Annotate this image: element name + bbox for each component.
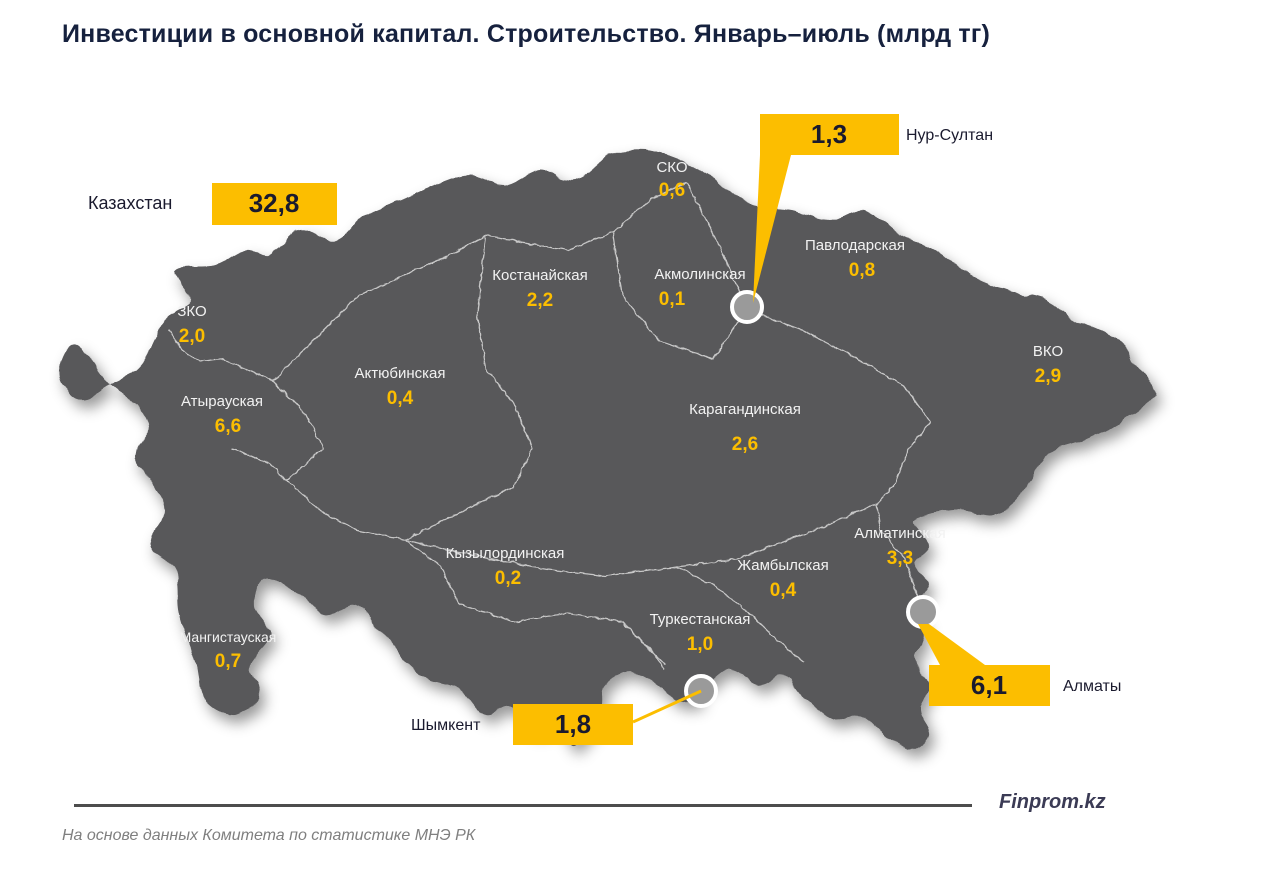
svg-text:2,0: 2,0 — [179, 326, 205, 347]
svg-text:Карагандинская: Карагандинская — [689, 401, 801, 418]
svg-text:ЗКО: ЗКО — [177, 303, 206, 320]
svg-text:0,4: 0,4 — [770, 580, 797, 601]
svg-text:32,8: 32,8 — [249, 188, 300, 218]
svg-text:Кызылординская: Кызылординская — [446, 545, 565, 562]
svg-text:Акмолинская: Акмолинская — [654, 266, 745, 283]
svg-text:Туркестанская: Туркестанская — [650, 611, 751, 628]
svg-text:3,3: 3,3 — [887, 548, 913, 569]
svg-text:6,6: 6,6 — [215, 416, 241, 437]
svg-text:2,2: 2,2 — [527, 290, 553, 311]
svg-text:1,0: 1,0 — [687, 634, 713, 655]
svg-text:Алматы: Алматы — [1063, 678, 1121, 695]
svg-text:Павлодарская: Павлодарская — [805, 237, 905, 254]
svg-text:1,3: 1,3 — [811, 119, 847, 149]
svg-text:0,7: 0,7 — [215, 651, 241, 672]
svg-text:0,4: 0,4 — [387, 388, 414, 409]
svg-text:Казахстан: Казахстан — [88, 193, 172, 213]
svg-text:ВКО: ВКО — [1033, 343, 1063, 360]
svg-text:СКО: СКО — [656, 159, 687, 176]
svg-text:Жамбылская: Жамбылская — [737, 557, 829, 574]
svg-text:Атырауская: Атырауская — [181, 393, 263, 410]
svg-text:Шымкент: Шымкент — [411, 717, 481, 734]
svg-text:0,8: 0,8 — [849, 260, 875, 281]
svg-text:0,1: 0,1 — [659, 289, 686, 310]
svg-text:2,9: 2,9 — [1035, 366, 1061, 387]
svg-text:6,1: 6,1 — [971, 670, 1007, 700]
svg-text:Костанайская: Костанайская — [492, 267, 588, 284]
svg-text:Алматинская: Алматинская — [854, 525, 945, 542]
svg-text:0,2: 0,2 — [495, 568, 521, 589]
svg-text:Мангистауская: Мангистауская — [180, 629, 277, 645]
svg-text:1,8: 1,8 — [555, 709, 591, 739]
svg-text:Нур-Султан: Нур-Султан — [906, 127, 993, 144]
svg-text:2,6: 2,6 — [732, 434, 758, 455]
svg-text:0,6: 0,6 — [659, 180, 685, 201]
svg-text:Актюбинская: Актюбинская — [355, 365, 446, 382]
